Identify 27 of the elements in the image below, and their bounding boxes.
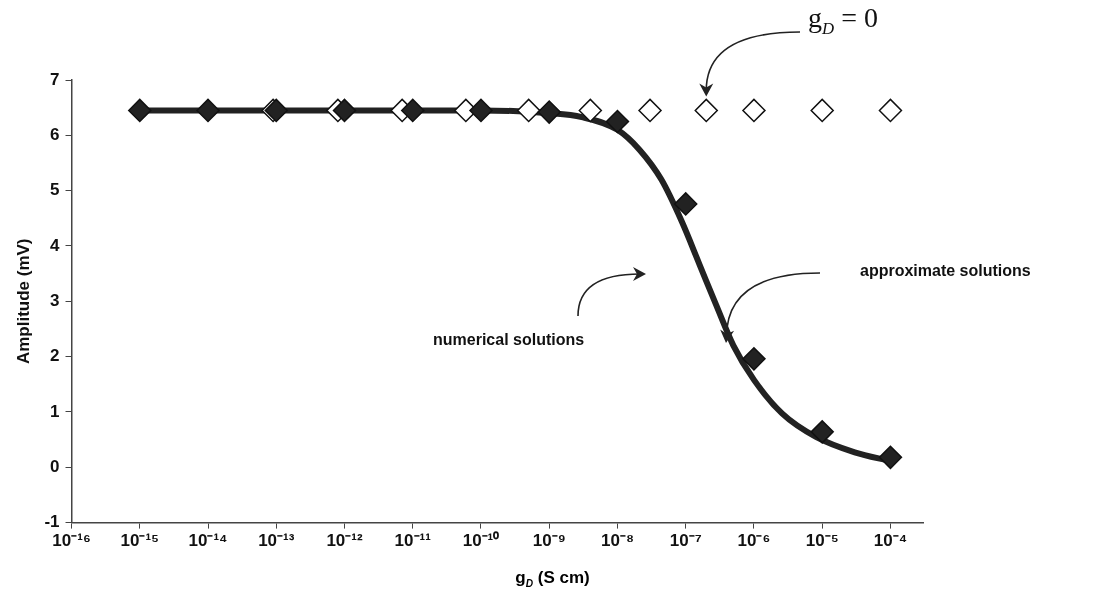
y-axis-title: Amplitude (mV)	[13, 238, 33, 365]
x-tick-label: 10⁻¹⁵	[120, 531, 160, 551]
x-tick-label: 10⁻⁹	[532, 531, 566, 551]
y-tick-label: -1	[44, 512, 60, 532]
y-tick-label: 2	[50, 346, 60, 366]
annotation: approximate solutions	[860, 262, 1031, 280]
x-tick-label: 10⁻¹⁴	[188, 531, 228, 551]
y-tick-label: 0	[50, 456, 60, 476]
y-tick-label: 6	[50, 125, 60, 145]
x-tick-label: 10⁻⁵	[805, 531, 839, 551]
x-tick-label: 10⁻⁴	[873, 531, 908, 551]
annotation: numerical solutions	[433, 331, 585, 349]
x-tick-label: 10⁻¹³	[258, 531, 295, 551]
x-tick-label: 10⁻¹²	[326, 531, 363, 551]
y-tick-label: 1	[50, 401, 60, 421]
y-tick-label: 7	[50, 69, 60, 89]
annotation: g$_{D}$ = 0	[808, 2, 878, 39]
y-tick-label: 5	[50, 180, 60, 200]
x-tick-label: 10⁻⁶	[737, 531, 771, 551]
x-tick-label: 10⁻¹¹	[394, 531, 432, 551]
x-tick-label: 10⁻⁸	[600, 531, 634, 551]
y-tick-label: 4	[50, 235, 61, 255]
x-axis-title: g$_{D}$ (S cm)	[514, 568, 591, 590]
x-tick-label: 10⁻¹⁶	[52, 531, 91, 551]
y-tick-label: 3	[50, 290, 60, 310]
x-tick-label: 10⁻¹⁰	[462, 531, 500, 551]
x-tick-label: 10⁻⁷	[669, 531, 702, 551]
